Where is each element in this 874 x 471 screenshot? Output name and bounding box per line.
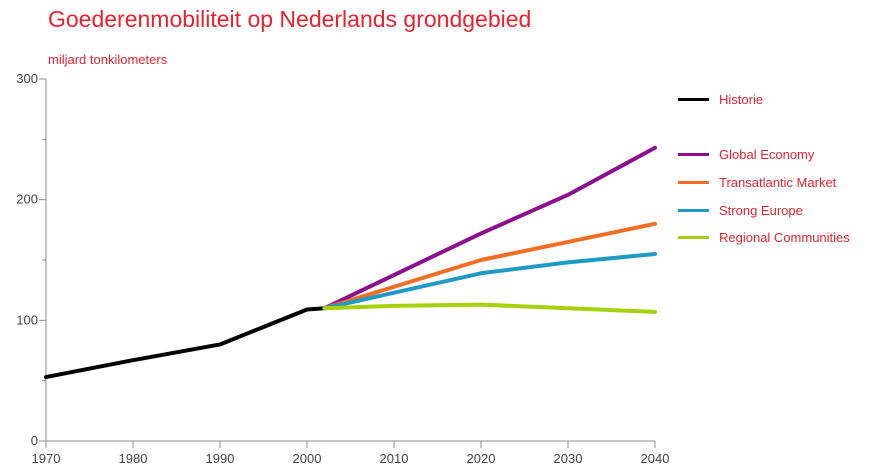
regional-communities-legend-label: Regional Communities bbox=[719, 229, 850, 245]
strong-europe-series-line bbox=[322, 251, 657, 311]
global-economy-legend-label: Global Economy bbox=[719, 146, 815, 162]
x-tick-label: 2030 bbox=[554, 451, 583, 466]
x-tick-label: 2000 bbox=[293, 451, 322, 466]
transatlantic-market-series-line bbox=[322, 221, 657, 311]
strong-europe-legend-label: Strong Europe bbox=[719, 202, 803, 218]
global-economy-series-line bbox=[322, 145, 657, 311]
x-tick-label: 1990 bbox=[206, 451, 235, 466]
x-tick-label: 2020 bbox=[467, 451, 496, 466]
y-tick-label: 0 bbox=[31, 433, 38, 448]
x-tick-label: 1980 bbox=[119, 451, 148, 466]
historie-series-line bbox=[44, 306, 327, 380]
y-tick-label: 200 bbox=[16, 192, 38, 207]
regional-communities-legend-swatch bbox=[678, 235, 709, 239]
legend-item-strong-europe: Strong Europe bbox=[678, 200, 803, 220]
historie-legend-swatch bbox=[678, 97, 709, 101]
y-tick-label: 100 bbox=[16, 312, 38, 327]
regional-communities-series-line bbox=[322, 302, 657, 314]
legend-item-regional-communities: Regional Communities bbox=[678, 227, 850, 247]
y-axis-unit-label: miljard tonkilometers bbox=[48, 52, 168, 67]
global-economy-legend-swatch bbox=[678, 152, 709, 156]
legend-item-global-economy: Global Economy bbox=[678, 144, 814, 164]
historie-legend-label: Historie bbox=[719, 91, 764, 107]
transatlantic-market-legend-swatch bbox=[678, 180, 709, 184]
x-tick-label: 2010 bbox=[380, 451, 409, 466]
chart-title: Goederenmobiliteit op Nederlands grondge… bbox=[48, 6, 532, 32]
legend-item-historie: Historie bbox=[678, 89, 763, 109]
strong-europe-legend-swatch bbox=[678, 208, 709, 212]
legend-item-transatlantic-market: Transatlantic Market bbox=[678, 172, 836, 192]
x-tick-label: 2040 bbox=[641, 451, 670, 466]
x-tick-label: 1970 bbox=[32, 451, 61, 466]
y-tick-label: 300 bbox=[16, 71, 38, 86]
transatlantic-market-legend-label: Transatlantic Market bbox=[719, 174, 837, 190]
